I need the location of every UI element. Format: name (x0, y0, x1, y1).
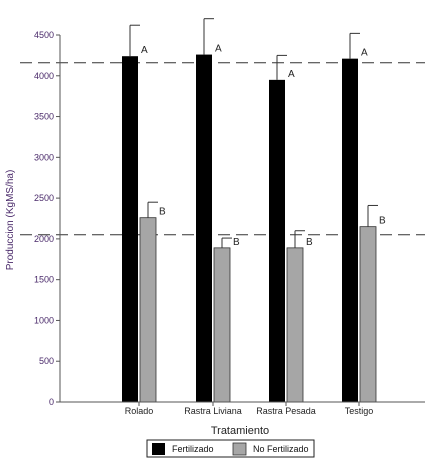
bar-no-fertilizado (213, 247, 231, 403)
bar-fertilizado (122, 56, 138, 403)
y-tick-label: 500 (39, 356, 54, 366)
y-tick-label: 3500 (34, 112, 54, 122)
y-tick-label: 2000 (34, 234, 54, 244)
y-tick-label: 4500 (34, 30, 54, 40)
significance-letter: A (288, 69, 295, 80)
significance-letter: A (361, 48, 368, 59)
bar-no-fertilizado (139, 217, 157, 403)
y-ticks: 0 500 1000 1500 2000 2500 3000 3500 4000 4500 (34, 30, 60, 407)
legend-swatch-fertilizado (152, 443, 165, 455)
significance-letter: A (215, 44, 222, 55)
x-tick-label: Rolado (125, 406, 154, 416)
bar-no-fertilizado (359, 226, 377, 403)
legend-box (146, 439, 315, 458)
significance-letter: B (379, 216, 386, 227)
significance-letter: B (306, 237, 313, 248)
significance-letter: A (141, 45, 148, 56)
bar-no-fertilizado (286, 247, 304, 403)
reference-lines (20, 62, 425, 236)
axes (59, 35, 425, 403)
x-axis-label: Tratamiento (211, 425, 269, 437)
x-tick-label: Rastra Pesada (256, 406, 316, 416)
bars: A A A A B B B B (122, 18, 386, 403)
x-ticks: Rolado Rastra Liviana Rastra Pesada Testigo (125, 402, 374, 416)
y-axis-label: Produccion (KgMS/ha) (5, 170, 16, 271)
legend-swatch-no-fertilizado (232, 442, 247, 456)
legend-label-no-fertilizado: No Fertilizado (253, 444, 309, 454)
y-tick-label: 1500 (34, 275, 54, 285)
legend-label-fertilizado: Fertilizado (172, 444, 214, 454)
y-tick-label: 3000 (34, 152, 54, 162)
y-tick-label: 4000 (34, 71, 54, 81)
significance-letter: B (233, 237, 240, 248)
legend: Fertilizado No Fertilizado (146, 439, 315, 458)
y-tick-label: 1000 (34, 315, 54, 325)
significance-letter: B (159, 207, 166, 218)
bar-fertilizado (342, 58, 358, 402)
bar-fertilizado (269, 79, 285, 402)
bar-fertilizado (196, 54, 212, 402)
y-tick-label: 2500 (34, 193, 54, 203)
x-tick-label: Testigo (345, 406, 374, 416)
x-tick-label: Rastra Liviana (184, 406, 242, 416)
y-tick-label: 0 (49, 397, 54, 407)
